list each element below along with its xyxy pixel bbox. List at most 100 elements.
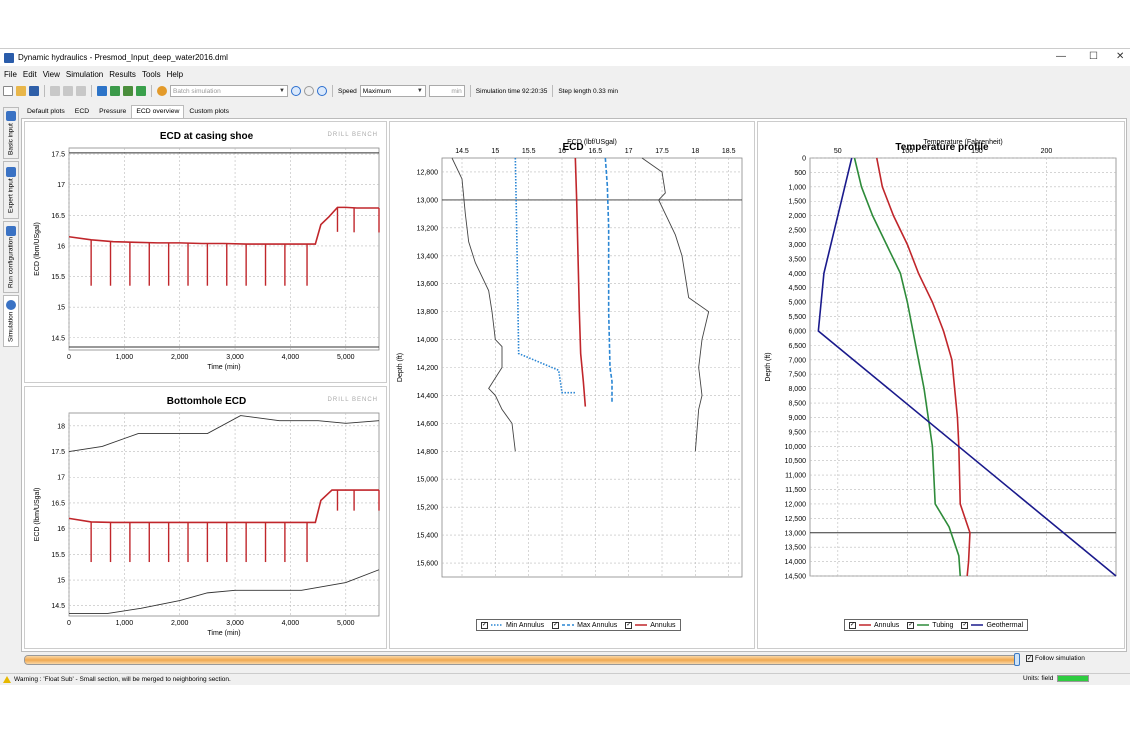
y-tick-label: 12,500 bbox=[785, 516, 807, 523]
fork-icon[interactable] bbox=[110, 86, 120, 96]
y-tick-label: 5,000 bbox=[788, 300, 806, 307]
checkbox-icon: ✓ bbox=[552, 621, 560, 629]
x-tick-label: 18.5 bbox=[722, 148, 736, 155]
tab-ecd-overview[interactable]: ECD overview bbox=[131, 105, 185, 118]
follow-simulation-label: Follow simulation bbox=[1035, 655, 1085, 662]
expert-input-icon bbox=[6, 166, 16, 177]
x-tick-label: 3,000 bbox=[226, 620, 244, 627]
x-tick-label: 17.5 bbox=[655, 148, 669, 155]
legend-label: Tubing bbox=[932, 621, 954, 629]
legend-max-annulus[interactable]: ✓ Max Annulus bbox=[552, 621, 618, 629]
y-tick-label: 15 bbox=[57, 578, 65, 585]
menu-help[interactable]: Help bbox=[166, 70, 184, 79]
y-tick-label: 11,000 bbox=[785, 473, 806, 480]
y-tick-label: 9,500 bbox=[788, 429, 806, 436]
series-line bbox=[68, 489, 379, 524]
series-line bbox=[875, 157, 971, 577]
y-tick-label: 2,500 bbox=[788, 228, 806, 235]
title-bar: Dynamic hydraulics - Presmod_Input_deep_… bbox=[0, 49, 1130, 66]
status-bar: Warning : 'Float Sub' - Small section, w… bbox=[0, 673, 1130, 685]
batch-simulation-dropdown[interactable]: Batch simulation ▼ bbox=[170, 85, 288, 97]
well-config-icon[interactable] bbox=[97, 86, 107, 96]
y-tick-label: 13,400 bbox=[417, 253, 439, 260]
sidebar-item-simulation[interactable]: Simulation bbox=[3, 295, 19, 347]
tab-ecd[interactable]: ECD bbox=[74, 108, 90, 115]
plot-frame bbox=[68, 147, 380, 351]
maximize-button[interactable]: ☐ bbox=[1089, 51, 1098, 62]
sidebar-item-label: Run configuration bbox=[7, 237, 15, 289]
checkbox-icon[interactable]: ✓ bbox=[1026, 655, 1033, 662]
y-tick-label: 17.5 bbox=[51, 152, 65, 159]
step-input[interactable]: min bbox=[428, 85, 465, 97]
bottomhole-title: Bottomhole ECD bbox=[166, 396, 247, 407]
simulation-icon bbox=[6, 299, 16, 310]
sidebar-item-run-configuration[interactable]: Run configuration bbox=[3, 221, 19, 293]
menu-results[interactable]: Results bbox=[109, 70, 136, 79]
x-tick-label: 0 bbox=[67, 620, 71, 627]
play-icon[interactable] bbox=[291, 86, 301, 96]
chevron-down-icon: ▼ bbox=[279, 88, 285, 94]
x-tick-label: 16 bbox=[558, 148, 566, 155]
copy-icon[interactable] bbox=[50, 86, 60, 96]
progress-slider-handle[interactable] bbox=[1014, 653, 1020, 666]
y-tick-label: 14,600 bbox=[417, 421, 439, 428]
menu-view[interactable]: View bbox=[42, 70, 60, 79]
y-tick-label: 13,200 bbox=[417, 225, 439, 232]
tab-pressure[interactable]: Pressure bbox=[99, 108, 127, 115]
y-tick-label: 6,000 bbox=[788, 328, 806, 335]
pause-icon[interactable] bbox=[304, 86, 314, 96]
paste-icon[interactable] bbox=[76, 86, 86, 96]
x-tick-label: 200 bbox=[1041, 148, 1053, 155]
hand-icon[interactable] bbox=[157, 86, 167, 96]
app-icon bbox=[4, 52, 14, 63]
legend-label: Max Annulus bbox=[577, 621, 618, 629]
x-tick-label: 3,000 bbox=[226, 354, 244, 361]
minimize-button[interactable]: — bbox=[1056, 51, 1066, 62]
y-axis-label: ECD (lbm/USgal) bbox=[34, 488, 41, 542]
simulation-progress[interactable] bbox=[24, 655, 1020, 665]
x-tick-label: 150 bbox=[971, 148, 983, 155]
close-button[interactable]: ✕ bbox=[1116, 51, 1125, 62]
toolbar: Batch simulation ▼ Speed Maximum ▼ min Sim… bbox=[0, 83, 640, 99]
window-title: Dynamic hydraulics - Presmod_Input_deep_… bbox=[18, 53, 228, 62]
x-tick-label: 100 bbox=[902, 148, 914, 155]
y-tick-label: 3,000 bbox=[788, 242, 806, 249]
sidebar-item-expert-input[interactable]: Expert input bbox=[3, 161, 19, 219]
y-tick-label: 6,500 bbox=[788, 343, 806, 350]
y-tick-label: 500 bbox=[794, 170, 806, 177]
y-tick-label: 13,600 bbox=[417, 281, 439, 288]
legend-label: Min Annulus bbox=[506, 621, 545, 629]
y-tick-label: 1,500 bbox=[788, 199, 806, 206]
menu-tools[interactable]: Tools bbox=[141, 70, 161, 79]
follow-simulation[interactable]: ✓ Follow simulation bbox=[1026, 655, 1085, 662]
rig-icon[interactable] bbox=[123, 86, 133, 96]
y-tick-label: 10,000 bbox=[785, 444, 807, 451]
x-axis-label: Time (min) bbox=[207, 630, 240, 637]
y-tick-label: 11,500 bbox=[785, 487, 806, 494]
dollar-icon[interactable] bbox=[136, 86, 146, 96]
speed-dropdown[interactable]: Maximum ▼ bbox=[359, 85, 426, 97]
menu-file[interactable]: File bbox=[4, 70, 17, 79]
legend-annulus[interactable]: ✓ Annulus bbox=[625, 621, 676, 629]
tab-default-plots[interactable]: Default plots bbox=[27, 108, 65, 115]
save-icon[interactable] bbox=[29, 86, 39, 96]
new-file-icon[interactable] bbox=[3, 86, 13, 96]
legend-tubing[interactable]: ✓ Tubing bbox=[907, 621, 954, 629]
cut-icon[interactable] bbox=[63, 86, 73, 96]
y-tick-label: 14,400 bbox=[417, 393, 439, 400]
stop-icon[interactable] bbox=[317, 86, 327, 96]
legend-min-annulus[interactable]: ✓ Min Annulus bbox=[481, 621, 545, 629]
legend-geothermal[interactable]: ✓ Geothermal bbox=[961, 621, 1023, 629]
separator bbox=[332, 85, 333, 97]
menu-simulation[interactable]: Simulation bbox=[65, 70, 104, 79]
tab-custom-plots[interactable]: Custom plots bbox=[189, 108, 230, 115]
temperature-legend: ✓ Annulus ✓ Tubing ✓ Geothermal bbox=[844, 619, 1029, 631]
open-folder-icon[interactable] bbox=[16, 86, 26, 96]
sidebar-item-basic-input[interactable]: Basic input bbox=[3, 107, 19, 159]
y-tick-label: 5,500 bbox=[788, 314, 806, 321]
plot-area: ECD at casing shoe DRILL BENCH 0 1,000 2,0… bbox=[21, 118, 1127, 652]
legend-annulus[interactable]: ✓ Annulus bbox=[849, 621, 899, 629]
checkbox-icon: ✓ bbox=[625, 621, 633, 629]
menu-edit[interactable]: Edit bbox=[22, 70, 37, 79]
y-tick-label: 2,000 bbox=[788, 213, 806, 220]
